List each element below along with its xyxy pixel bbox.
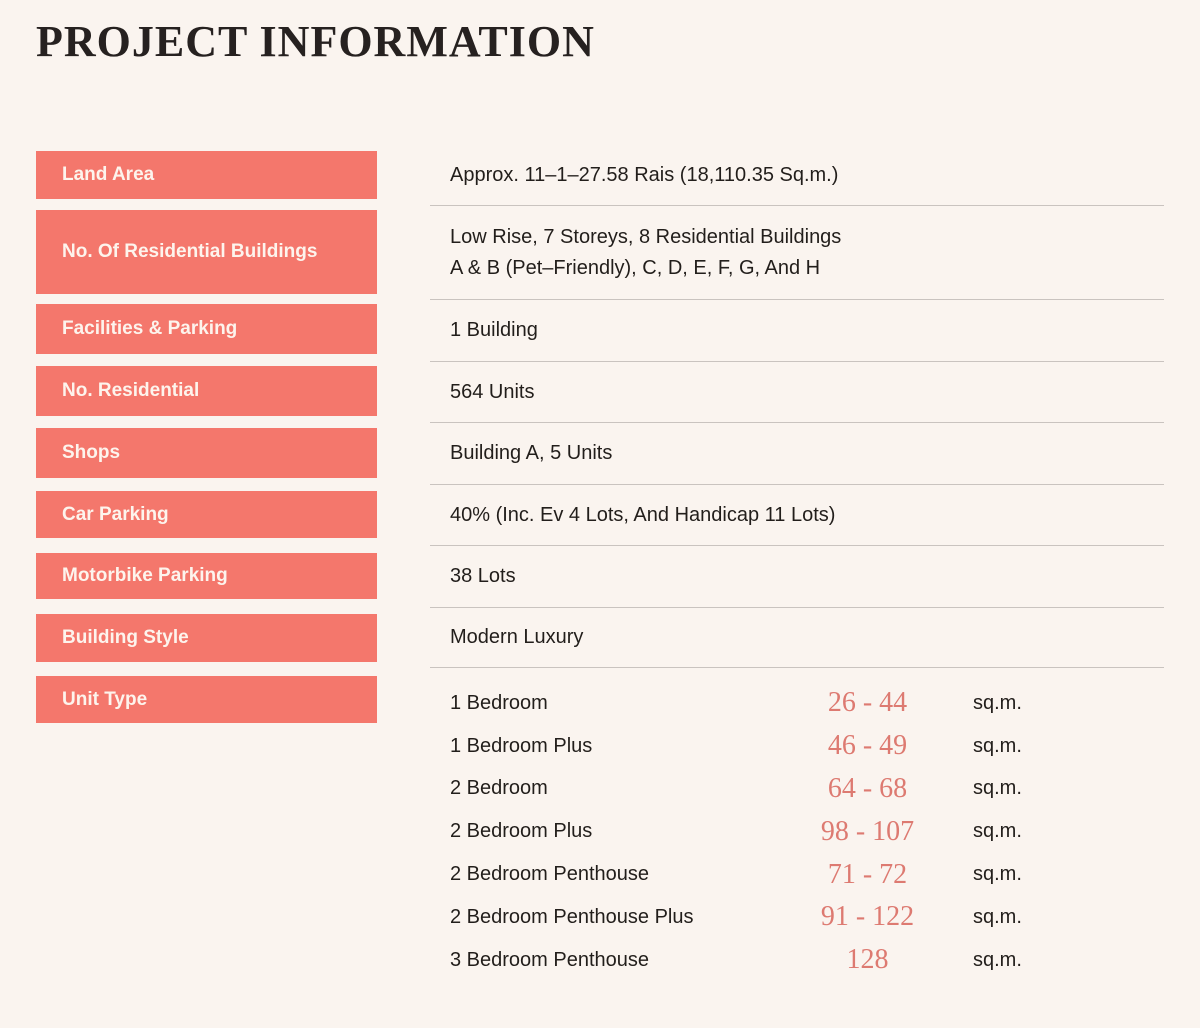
label-box-motorbike-parking: Motorbike Parking — [36, 553, 377, 599]
unit-name: 2 Bedroom — [450, 777, 548, 800]
label-box-shops: Shops — [36, 428, 377, 478]
page-title: PROJECT INFORMATION — [36, 17, 595, 66]
unit-row-1-bedroom: 1 Bedroom 26 - 44 sq.m. — [450, 682, 1164, 725]
unit-size-range: 46 - 49 — [827, 730, 908, 762]
label-box-residential-buildings: No. Of Residential Buildings — [36, 210, 377, 294]
value-text: 38 Lots — [450, 565, 516, 587]
label-box-facilities-parking: Facilities & Parking — [36, 304, 377, 354]
unit-size-suffix: sq.m. — [973, 691, 1022, 714]
label-box-no-residential: No. Residential — [36, 366, 377, 416]
unit-size-range: 26 - 44 — [827, 687, 908, 719]
label-text: Land Area — [62, 164, 155, 185]
value-car-parking: 40% (Inc. Ev 4 Lots, And Handicap 11 Lot… — [430, 485, 1164, 546]
label-box-car-parking: Car Parking — [36, 491, 377, 538]
value-residential-buildings: Low Rise, 7 Storeys, 8 Residential Build… — [430, 206, 1164, 300]
unit-size-range: 64 - 68 — [827, 772, 908, 804]
value-text: Building A, 5 Units — [450, 442, 613, 464]
unit-name: 2 Bedroom Plus — [450, 820, 593, 843]
unit-row-2-bedroom: 2 Bedroom 64 - 68 sq.m. — [450, 768, 1164, 811]
unit-size-suffix: sq.m. — [973, 863, 1022, 886]
unit-size-suffix: sq.m. — [973, 820, 1022, 843]
label-text: Motorbike Parking — [62, 565, 228, 586]
value-text-line1: Low Rise, 7 Storeys, 8 Residential Build… — [450, 225, 842, 248]
unit-row-2-bedroom-penthouse-plus: 2 Bedroom Penthouse Plus 91 - 122 sq.m. — [450, 896, 1164, 939]
unit-name: 1 Bedroom Plus — [450, 734, 593, 757]
value-shops: Building A, 5 Units — [430, 423, 1164, 485]
value-no-residential: 564 Units — [430, 362, 1164, 423]
value-text: Approx. 11–1–27.58 Rais (18,110.35 Sq.m.… — [450, 163, 839, 186]
label-text: No. Of Residential Buildings — [62, 241, 318, 262]
unit-name: 2 Bedroom Penthouse — [450, 863, 650, 886]
value-text: 1 Building — [450, 319, 538, 341]
unit-size-suffix: sq.m. — [973, 777, 1022, 800]
value-text: 40% (Inc. Ev 4 Lots, And Handicap 11 Lot… — [450, 503, 836, 526]
unit-row-2-bedroom-penthouse: 2 Bedroom Penthouse 71 - 72 sq.m. — [450, 853, 1164, 896]
label-text: Shops — [62, 442, 121, 463]
value-building-style: Modern Luxury — [430, 608, 1164, 668]
unit-size-range: 71 - 72 — [827, 858, 908, 890]
unit-row-1-bedroom-plus: 1 Bedroom Plus 46 - 49 sq.m. — [450, 725, 1164, 768]
value-land-area: Approx. 11–1–27.58 Rais (18,110.35 Sq.m.… — [430, 145, 1164, 206]
value-text: 564 Units — [450, 380, 535, 403]
label-text: No. Residential — [62, 380, 200, 401]
label-box-land-area: Land Area — [36, 151, 377, 199]
unit-row-2-bedroom-plus: 2 Bedroom Plus 98 - 107 sq.m. — [450, 810, 1164, 853]
value-text: Modern Luxury — [450, 626, 584, 648]
unit-size-suffix: sq.m. — [973, 734, 1022, 757]
unit-size-range: 91 - 122 — [820, 901, 915, 933]
unit-size-suffix: sq.m. — [973, 905, 1022, 928]
unit-type-list: 1 Bedroom 26 - 44 sq.m. 1 Bedroom Plus 4… — [430, 668, 1164, 982]
unit-name: 1 Bedroom — [450, 691, 548, 714]
label-text: Building Style — [62, 627, 189, 648]
label-box-building-style: Building Style — [36, 614, 377, 662]
value-facilities-parking: 1 Building — [430, 300, 1164, 362]
unit-name: 2 Bedroom Penthouse Plus — [450, 905, 694, 928]
unit-name: 3 Bedroom Penthouse — [450, 948, 650, 971]
label-text: Facilities & Parking — [62, 318, 238, 339]
unit-size-range: 98 - 107 — [820, 815, 915, 847]
label-text: Car Parking — [62, 503, 169, 525]
value-motorbike-parking: 38 Lots — [430, 546, 1164, 608]
unit-size-suffix: sq.m. — [973, 948, 1022, 971]
value-text-line2: A & B (Pet–Friendly), C, D, E, F, G, And… — [450, 256, 821, 279]
label-box-unit-type: Unit Type — [36, 676, 377, 723]
unit-size-range: 128 — [846, 944, 889, 976]
unit-row-3-bedroom-penthouse: 3 Bedroom Penthouse 128 sq.m. — [450, 939, 1164, 982]
label-text: Unit Type — [62, 688, 148, 710]
